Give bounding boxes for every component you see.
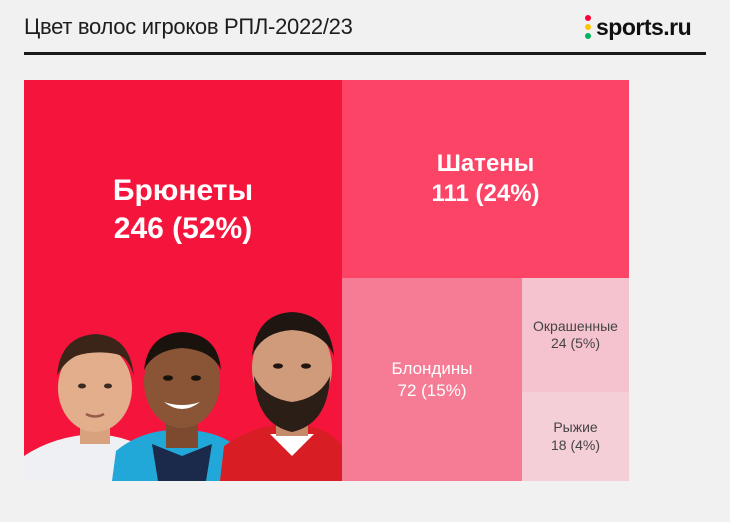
treemap-cell-redheads: Рыжие 18 (4%) <box>522 392 629 481</box>
logo-text: sports.ru <box>596 13 692 40</box>
cell-label-brunettes: Брюнеты <box>112 174 254 207</box>
cell-value-dyed: 24 (5%) <box>550 335 601 351</box>
cell-label-blondes: Блондины <box>391 359 473 379</box>
header-divider <box>24 52 706 55</box>
cell-value-blondes: 72 (15%) <box>397 380 467 400</box>
treemap-cell-dyed: Окрашенные 24 (5%) <box>522 278 629 392</box>
logo-dots-icon <box>584 13 593 41</box>
cell-label-dyed: Окрашенные <box>533 317 618 334</box>
treemap-cell-blondes: Блондины 72 (15%) <box>342 278 522 481</box>
page-title: Цвет волос игроков РПЛ-2022/23 <box>24 14 353 39</box>
cell-value-brunettes: 246 (52%) <box>113 211 253 245</box>
cell-label-redheads: Рыжие <box>553 419 598 435</box>
cell-value-brown-hair: 111 (24%) <box>431 180 540 207</box>
cell-label-brown-hair: Шатены <box>436 150 535 177</box>
treemap-chart: Брюнеты 246 (52%) <box>24 80 629 481</box>
players-photo <box>24 312 342 481</box>
cell-value-redheads: 18 (4%) <box>550 436 601 453</box>
treemap-cell-brown-hair: Шатены 111 (24%) <box>342 80 629 278</box>
sports-ru-logo: sports.ru <box>584 12 692 42</box>
treemap-cell-brunettes: Брюнеты 246 (52%) <box>24 80 342 481</box>
